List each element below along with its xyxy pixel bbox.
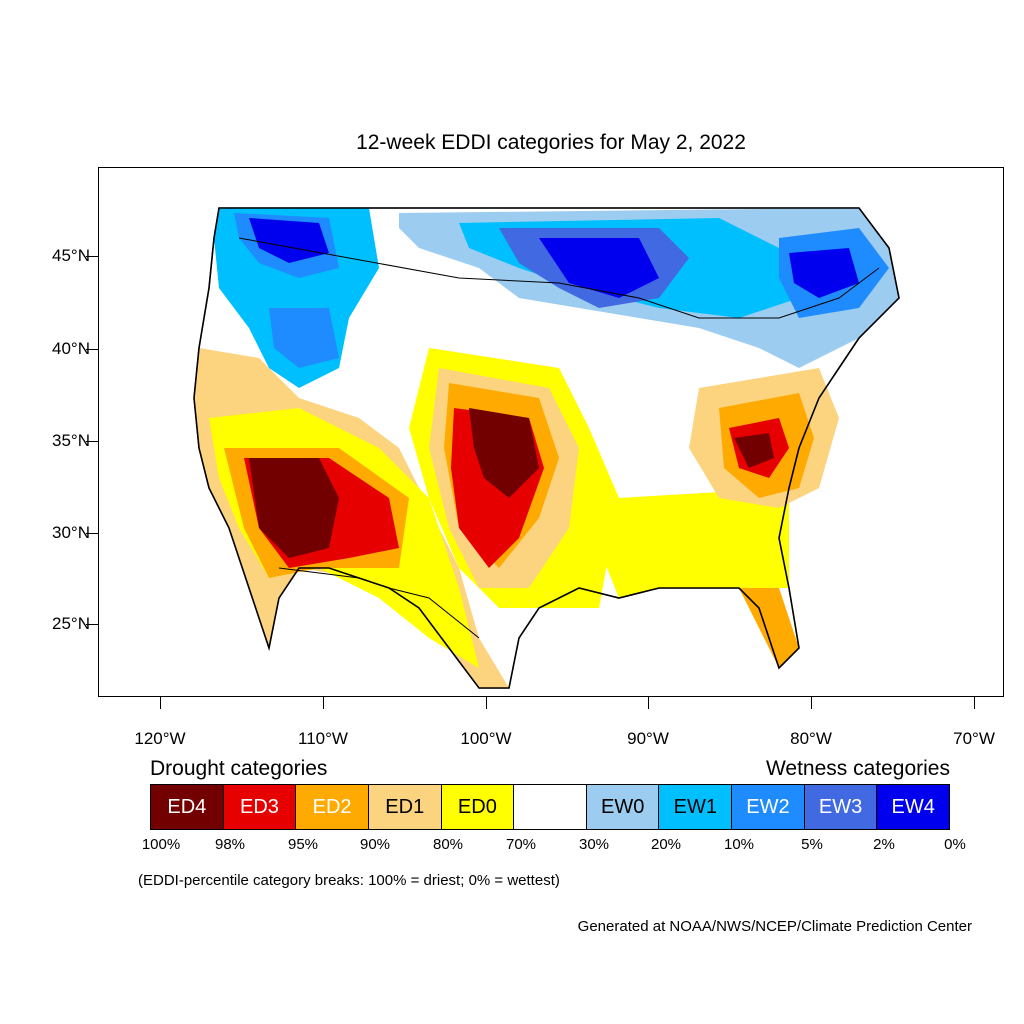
category-note: (EDDI-percentile category breaks: 100% =… xyxy=(138,872,560,889)
lon-tick-100 xyxy=(486,697,487,709)
eddi-map xyxy=(98,167,1004,697)
lon-tick-80 xyxy=(811,697,812,709)
lon-label-90: 90°W xyxy=(627,729,669,748)
legend-cell-ew3: EW3 xyxy=(804,785,878,829)
lat-label-35: 35°N xyxy=(52,431,90,450)
legend-cell-ew0: EW0 xyxy=(586,785,660,829)
lat-tick-45 xyxy=(86,256,98,257)
lat-label-45: 45°N xyxy=(52,246,90,265)
break-label: 0% xyxy=(944,836,966,853)
lat-tick-25 xyxy=(86,624,98,625)
lon-label-110: 110°W xyxy=(298,729,348,748)
wetness-heading: Wetness categories xyxy=(765,757,950,780)
drought-region-east-ed4 xyxy=(734,433,774,468)
break-label: 90% xyxy=(359,836,391,853)
lon-label-80: 80°W xyxy=(790,729,832,748)
lon-label-70: 70°W xyxy=(953,729,995,748)
wet-region-nw-deep xyxy=(249,218,329,263)
legend-cell-ed3: ED3 xyxy=(223,785,297,829)
break-label: 5% xyxy=(801,836,823,853)
map-canvas xyxy=(193,207,900,689)
break-label: 2% xyxy=(873,836,895,853)
lon-tick-110 xyxy=(323,697,324,709)
lon-tick-90 xyxy=(648,697,649,709)
drought-region-southeast-ed0 xyxy=(599,488,789,598)
break-label: 30% xyxy=(578,836,610,853)
legend-cell-ed1: ED1 xyxy=(368,785,442,829)
drought-region-plains-ed4 xyxy=(469,408,539,498)
legend-color-bar: ED4 ED3 ED2 ED1 ED0 EW0 EW1 EW2 EW3 EW4 xyxy=(150,784,950,830)
break-label: 10% xyxy=(723,836,755,853)
legend-cell-ed4: ED4 xyxy=(151,785,224,829)
lon-tick-70 xyxy=(974,697,975,709)
wet-region-idaho xyxy=(269,308,339,368)
lon-label-120: 120°W xyxy=(134,729,186,748)
lat-label-30: 30°N xyxy=(52,523,90,542)
credit-line: Generated at NOAA/NWS/NCEP/Climate Predi… xyxy=(577,918,972,935)
lat-tick-40 xyxy=(86,349,98,350)
break-label: 98% xyxy=(214,836,246,853)
lat-label-25: 25°N xyxy=(52,614,90,633)
wet-region-northeast-core xyxy=(789,248,859,298)
break-label: 20% xyxy=(650,836,682,853)
lat-tick-30 xyxy=(86,533,98,534)
break-label: 70% xyxy=(505,836,537,853)
mexico-border xyxy=(278,567,480,639)
canada-border xyxy=(238,237,880,319)
legend-cell-ew2: EW2 xyxy=(732,785,805,829)
break-label: 80% xyxy=(432,836,464,853)
break-label: 95% xyxy=(287,836,319,853)
lat-label-40: 40°N xyxy=(52,339,90,358)
legend-cell-ew4: EW4 xyxy=(877,785,950,829)
lon-label-100: 100°W xyxy=(460,729,512,748)
coastline xyxy=(193,207,900,689)
legend-cell-neutral xyxy=(514,785,587,829)
break-label: 100% xyxy=(141,836,181,853)
legend-cell-ed2: ED2 xyxy=(296,785,369,829)
map-title: 12-week EDDI categories for May 2, 2022 xyxy=(356,131,746,154)
drought-region-florida xyxy=(739,588,799,668)
wet-region-minnesota-core xyxy=(539,238,659,298)
legend-cell-ew1: EW1 xyxy=(659,785,733,829)
legend-cell-ed0: ED0 xyxy=(441,785,515,829)
drought-heading: Drought categories xyxy=(150,757,328,780)
drought-region-southwest-ed4 xyxy=(249,458,339,558)
lat-tick-35 xyxy=(86,441,98,442)
lon-tick-120 xyxy=(160,697,161,709)
